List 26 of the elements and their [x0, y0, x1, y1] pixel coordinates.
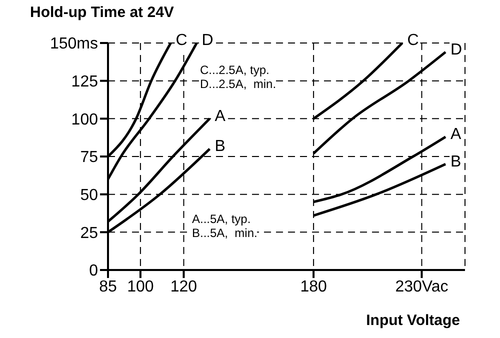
x-tick-label: 85 [99, 278, 117, 296]
x-tick-label: 120 [170, 278, 198, 296]
x-tick-label: 100 [127, 278, 154, 296]
annotation: C...2.5A, typ. [200, 63, 270, 77]
annotation: B...5A, min. [192, 226, 258, 240]
text: C [407, 32, 419, 50]
x-axis-title: Input Voltage [366, 312, 460, 329]
text: A [214, 108, 226, 125]
text: D [450, 41, 462, 58]
annotation: D...2.5A, min. [200, 77, 276, 91]
y-tick-label: 75 [80, 149, 98, 166]
y-tick-label: 0 [89, 262, 98, 280]
series-label: B [450, 153, 462, 170]
y-tick-label: 100 [71, 111, 98, 128]
x-tick-label: 230Vac [395, 278, 448, 296]
y-tick-label: 125 [71, 74, 98, 91]
series-label: D [202, 32, 214, 50]
y-tick-label: 50 [80, 187, 98, 204]
series-label: C [176, 32, 188, 50]
y-tick-label: 25 [80, 224, 98, 242]
text: B [214, 138, 226, 156]
chart-title: Hold-up Time at 24V [30, 4, 174, 21]
annotation: A...5A, typ. [192, 212, 251, 226]
series-label: A [450, 126, 462, 144]
x-tick-label: 180 [300, 278, 327, 296]
y-tick-label: 150ms [50, 36, 98, 53]
